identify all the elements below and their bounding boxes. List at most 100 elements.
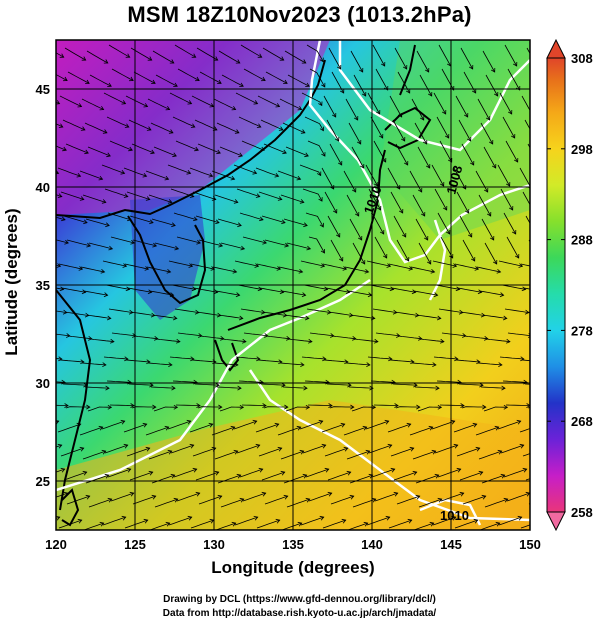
streamline-arrow xyxy=(489,139,494,145)
streamline xyxy=(279,362,304,366)
isobar-line xyxy=(428,219,447,301)
streamline xyxy=(374,236,388,259)
streamline-arrow xyxy=(541,266,545,270)
streamline-arrow xyxy=(322,356,327,362)
streamline-arrow xyxy=(151,494,157,500)
streamline xyxy=(519,428,530,433)
streamline xyxy=(243,332,268,337)
streamline xyxy=(146,266,171,273)
streamline-arrow xyxy=(503,497,509,503)
streamline-arrow xyxy=(479,382,484,388)
streamline-arrow xyxy=(193,216,198,222)
streamline-arrow xyxy=(369,385,374,391)
isobar-line xyxy=(248,369,530,522)
streamline xyxy=(173,468,197,478)
streamline xyxy=(107,212,132,221)
streamline-arrow xyxy=(164,425,170,431)
streamline-arrow xyxy=(190,123,196,128)
streamline xyxy=(60,191,84,200)
streamline xyxy=(194,383,220,386)
streamline-arrow xyxy=(126,467,132,473)
streamline xyxy=(394,311,419,316)
streamline xyxy=(85,218,110,226)
streamline-arrow xyxy=(257,53,263,58)
streamline-arrow xyxy=(60,467,66,473)
streamline xyxy=(111,332,136,337)
streamline-arrow xyxy=(451,515,457,521)
streamline xyxy=(343,426,367,436)
streamline-arrow xyxy=(517,515,523,521)
streamline xyxy=(148,194,172,203)
streamline-arrow xyxy=(194,146,199,152)
streamline-arrow xyxy=(362,425,368,431)
streamline-arrow xyxy=(193,379,198,385)
streamline xyxy=(525,215,530,225)
streamline-arrow xyxy=(235,292,241,298)
streamline xyxy=(57,423,81,433)
coastline-korea xyxy=(127,215,207,305)
streamline-arrow xyxy=(192,467,198,473)
colorbar-ticks: 308 298 288 278 268 258 xyxy=(547,51,593,520)
streamline xyxy=(191,95,214,107)
colorbar-max-arrow xyxy=(546,38,566,59)
streamline-arrow xyxy=(511,133,516,139)
streamline-arrow xyxy=(239,82,244,87)
streamline xyxy=(167,164,191,174)
streamline xyxy=(321,167,335,190)
streamline xyxy=(395,143,409,166)
streamline xyxy=(504,308,529,313)
streamline xyxy=(111,68,134,81)
streamline xyxy=(505,404,530,406)
streamline-arrow xyxy=(390,467,396,473)
streamline xyxy=(130,47,152,61)
streamline-arrow xyxy=(190,356,195,362)
streamline xyxy=(102,516,126,526)
streamline-arrow xyxy=(319,222,324,228)
colorbar-tick-label: 298 xyxy=(571,142,593,157)
streamline-arrow xyxy=(300,129,306,134)
x-tick-labels: 120 125 130 135 140 145 150 xyxy=(45,537,541,552)
streamline xyxy=(388,519,412,529)
streamline xyxy=(303,284,328,290)
streamline xyxy=(524,383,530,385)
streamline-arrow xyxy=(406,88,411,94)
streamline-arrow xyxy=(215,382,220,388)
streamline xyxy=(190,519,214,529)
streamline xyxy=(436,116,450,139)
streamline-arrow xyxy=(453,443,459,449)
streamline-arrow xyxy=(196,239,201,245)
streamline xyxy=(62,119,86,131)
streamline xyxy=(282,122,306,134)
streamline-arrow xyxy=(130,403,135,408)
streamline-arrow xyxy=(380,229,385,235)
streamline-arrow xyxy=(100,269,106,274)
streamline-arrow xyxy=(506,181,511,187)
streamline xyxy=(396,495,420,505)
streamline-arrow xyxy=(107,404,113,410)
streamline-arrow xyxy=(319,126,324,132)
streamline xyxy=(133,71,156,84)
streamline-arrow xyxy=(408,266,414,271)
streamline-arrow xyxy=(63,76,68,82)
streamline-arrow xyxy=(486,115,491,121)
streamline-arrow xyxy=(452,263,458,268)
streamline-arrow xyxy=(377,205,382,211)
streamline xyxy=(215,290,240,296)
streamline xyxy=(353,74,367,97)
streamline-arrow xyxy=(542,447,546,451)
streamline-arrow xyxy=(237,222,242,228)
streamline xyxy=(416,50,430,73)
streamline-arrow xyxy=(216,149,221,155)
streamline-arrow xyxy=(496,269,502,274)
streamline-arrow xyxy=(301,59,307,64)
streamline-arrow xyxy=(173,404,179,410)
streamline-arrow xyxy=(464,112,469,118)
streamline xyxy=(502,380,528,383)
streamline xyxy=(56,123,63,128)
streamline-arrow xyxy=(82,470,88,476)
streamline xyxy=(177,68,200,81)
streamline-arrow xyxy=(253,100,259,105)
x-tick-label: 125 xyxy=(124,537,146,552)
east-sea-region xyxy=(380,40,530,240)
